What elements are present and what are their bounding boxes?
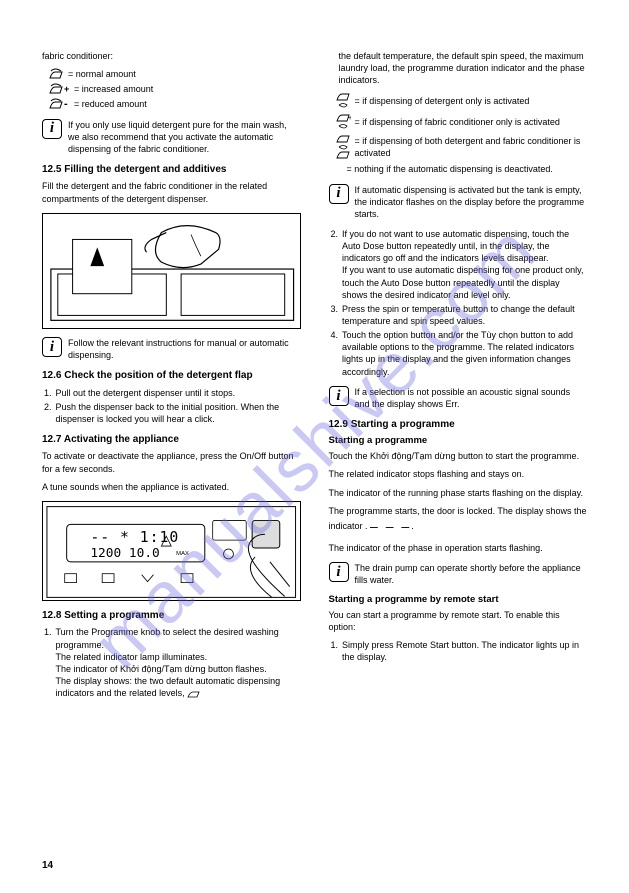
r-p6: You can start a programme by remote star… [329, 609, 588, 633]
r-row1-text: = if dispensing of detergent only is act… [355, 95, 530, 107]
contd: the default temperature, the default spi… [339, 50, 588, 86]
row-normal-text: = normal amount [68, 68, 136, 80]
info-note-r1: i If automatic dispensing is activated b… [329, 184, 588, 220]
ol-remote-1: Simply press Remote Start button. The in… [342, 639, 587, 663]
r-row1: = if dispensing of detergent only is act… [335, 92, 588, 110]
info-icon: i [329, 562, 349, 582]
p-fill: Fill the detergent and the fabric condit… [42, 180, 301, 204]
info-icon: i [329, 184, 349, 204]
head-12-6: 12.6 Check the position of the detergent… [42, 369, 301, 383]
r-row4-text: = nothing if the automatic dispensing is… [347, 163, 553, 175]
ol-r1-2: If you do not want to use automatic disp… [342, 229, 569, 263]
ol-remote: 1.Simply press Remote Start button. The … [331, 639, 588, 663]
svg-text:-: - [64, 98, 68, 110]
sub-remote: Starting a programme by remote start [329, 594, 588, 607]
ol-r1-2b: If you want to use automatic dispensing … [342, 265, 583, 299]
ol1-2: Push the dispenser back to the initial p… [56, 401, 301, 425]
r-row2: + = if dispensing of fabric conditioner … [335, 113, 588, 131]
iron-minus-icon: - [48, 98, 70, 110]
r-p4: The programme starts, the door is locked… [329, 505, 588, 536]
p-activate: To activate or deactivate the appliance,… [42, 450, 301, 474]
ol2-1c: The indicator of Khởi động/Tạm dừng butt… [56, 664, 267, 674]
iron-icon [187, 689, 201, 699]
ol-r1-4: Touch the option button and/or the Tùy c… [342, 329, 587, 378]
info-note-r2: i If a selection is not possible an acou… [329, 386, 588, 410]
ol2-1: Turn the Programme knob to select the de… [56, 627, 279, 649]
r-row4: = nothing if the automatic dispensing is… [347, 163, 588, 175]
fabric-icon: + [335, 113, 351, 131]
r-row3: = if dispensing of both detergent and fa… [335, 134, 588, 160]
page-number: 14 [42, 860, 53, 871]
row-increased: + = increased amount [48, 83, 301, 95]
info-note-1: i If you only use liquid detergent pure … [42, 119, 301, 155]
info-note-r3: i The drain pump can operate shortly bef… [329, 562, 588, 586]
ol-flap: 1.Pull out the detergent dispenser until… [44, 387, 301, 425]
both-icon [335, 134, 351, 160]
left-column: fabric conditioner: = normal amount + = … [42, 50, 301, 701]
head-12-7: 12.7 Activating the appliance [42, 433, 301, 447]
info-note-r1-text: If automatic dispensing is activated but… [355, 184, 588, 220]
info-icon: i [42, 119, 62, 139]
r-p3: The indicator of the running phase start… [329, 487, 588, 499]
r-row3-text: = if dispensing of both detergent and fa… [355, 135, 588, 159]
ol2-1b: The related indicator lamp illuminates. [56, 652, 208, 662]
dispenser-illustration [42, 213, 301, 329]
svg-text:+: + [348, 115, 351, 122]
info-note-r2-text: If a selection is not possible an acoust… [355, 386, 588, 410]
r-p2: The related indicator stops flashing and… [329, 468, 588, 480]
ol-setting: 1. Turn the Programme knob to select the… [44, 626, 301, 699]
row-reduced-text: = reduced amount [74, 98, 147, 110]
p-tune: A tune sounds when the appliance is acti… [42, 481, 301, 493]
svg-text:1200 10.0: 1200 10.0 [90, 546, 159, 561]
row-increased-text: = increased amount [74, 83, 153, 95]
info-icon: i [329, 386, 349, 406]
dash-indicator: – – – [370, 518, 411, 534]
iron-plus-icon: + [48, 83, 70, 95]
head-fabric: fabric conditioner: [42, 50, 301, 62]
right-column: the default temperature, the default spi… [329, 50, 588, 701]
ol2-1d: The display shows: the two default autom… [56, 676, 281, 698]
iron-icon [335, 92, 351, 110]
svg-text:+: + [64, 84, 69, 94]
head-12-5: 12.5 Filling the detergent and additives [42, 163, 301, 177]
ol-r1-3: Press the spin or temperature button to … [342, 303, 587, 327]
row-reduced: - = reduced amount [48, 98, 301, 110]
head-12-8: 12.8 Setting a programme [42, 609, 301, 623]
row-normal: = normal amount [48, 68, 301, 80]
r-row2-text: = if dispensing of fabric conditioner on… [355, 116, 560, 128]
r-p5: The indicator of the phase in operation … [329, 542, 588, 554]
sub-start: Starting a programme [329, 435, 588, 448]
info-icon: i [42, 337, 62, 357]
ol1-1: Pull out the detergent dispenser until i… [56, 387, 236, 399]
head-12-9: 12.9 Starting a programme [329, 418, 588, 432]
info-note-2: i Follow the relevant instructions for m… [42, 337, 301, 361]
r-p1: Touch the Khởi động/Tạm dừng button to s… [329, 450, 588, 462]
info-note-r3-text: The drain pump can operate shortly befor… [355, 562, 588, 586]
iron-icon [48, 68, 64, 80]
svg-text:MAX: MAX [176, 551, 189, 557]
control-panel-illustration: -- * 1:10 1200 10.0 MAX [42, 501, 301, 601]
info-note-2-text: Follow the relevant instructions for man… [68, 337, 301, 361]
info-note-1-text: If you only use liquid detergent pure fo… [68, 119, 301, 155]
page-content: fabric conditioner: = normal amount + = … [0, 0, 629, 731]
ol-r1: 2. If you do not want to use automatic d… [331, 228, 588, 378]
